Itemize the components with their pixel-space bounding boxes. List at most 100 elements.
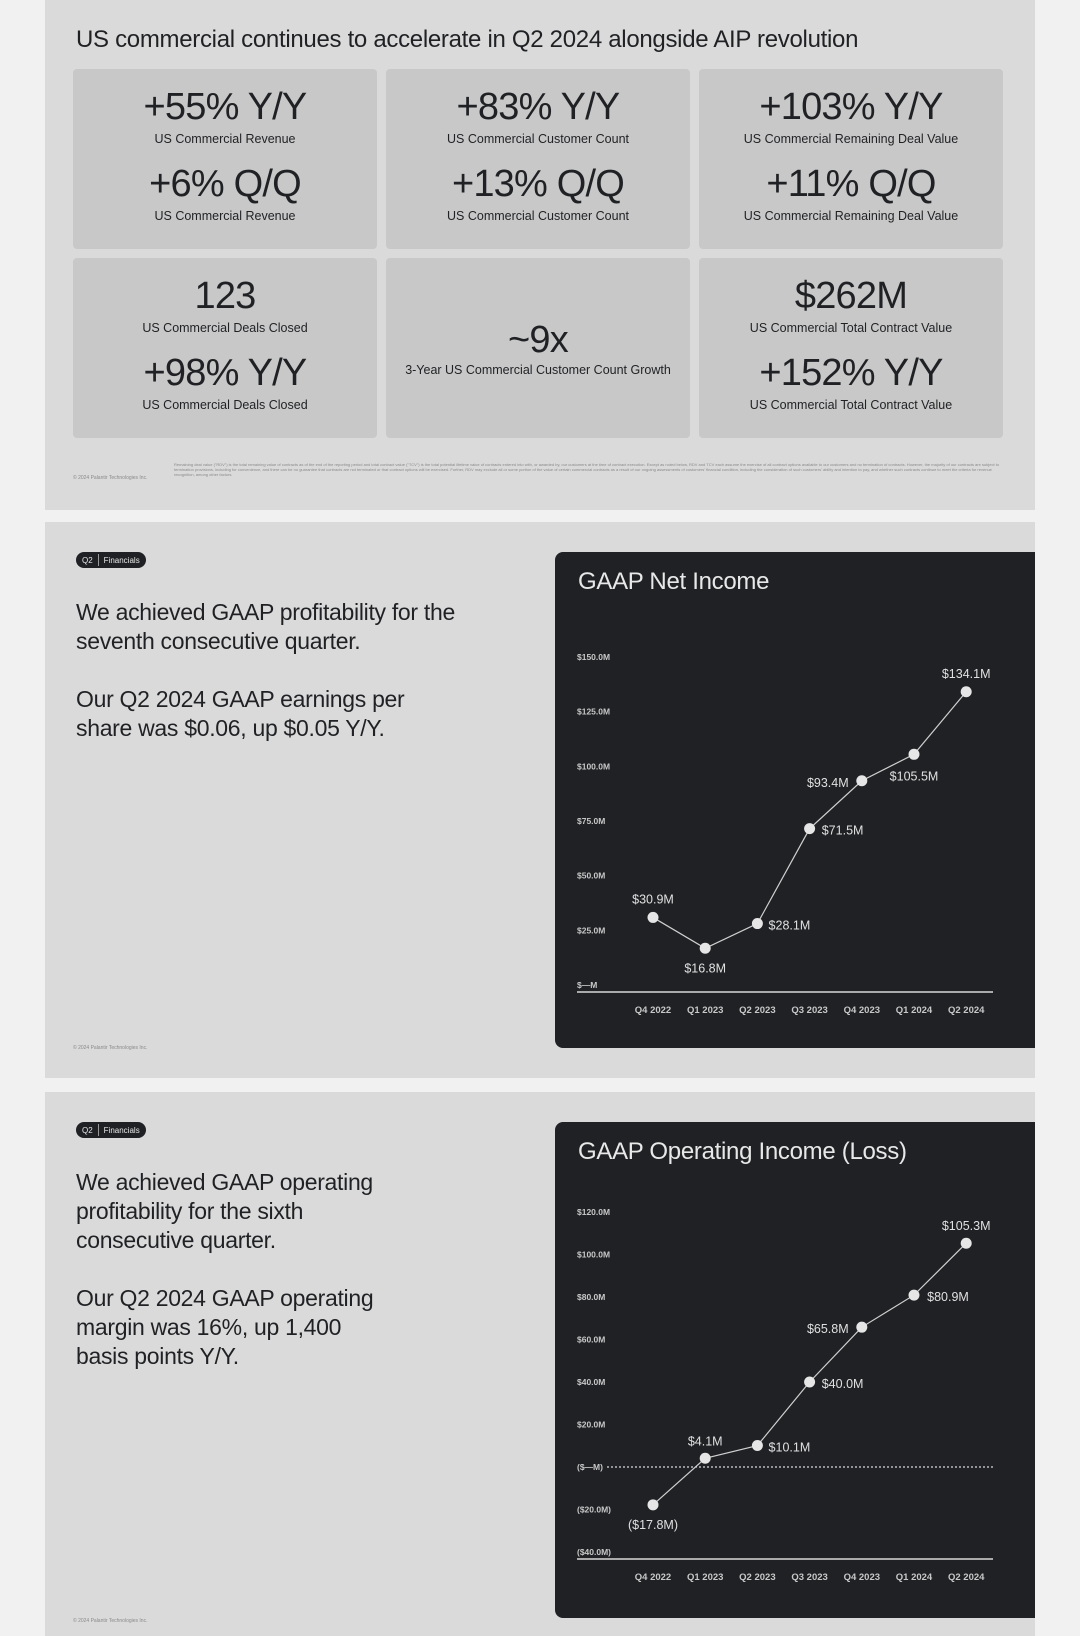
metric-label: US Commercial Deals Closed [142,321,308,335]
section-tag: Q2 Financials [76,552,146,568]
metric-label: US Commercial Remaining Deal Value [743,132,959,146]
series-line [652,691,967,949]
tag-quarter: Q2 [82,1125,93,1135]
x-tick-label: Q2 2023 [739,1005,775,1016]
data-point [751,918,763,930]
x-tick-label: Q2 2024 [948,1572,985,1583]
data-label: $16.8M [684,961,726,975]
metric-value: +103% Y/Y [759,86,943,128]
x-tick-label: Q3 2023 [791,1005,827,1016]
data-point [699,1452,711,1464]
body-text: We achieved GAAP operating profitability… [76,1168,386,1371]
metric-label: US Commercial Deals Closed [142,398,308,412]
data-label: ($17.8M) [628,1518,678,1532]
data-point [804,823,816,835]
data-point [804,1376,816,1388]
y-tick-label: $25.0M [577,925,605,935]
y-tick-label: $100.0M [577,761,610,771]
data-point [908,748,920,760]
body-paragraph: We achieved GAAP operating profitability… [76,1169,373,1253]
metric-card: $262M US Commercial Total Contract Value… [699,258,1003,438]
metric-label: US Commercial Total Contract Value [749,398,953,412]
data-label: $80.9M [927,1290,969,1304]
y-tick-label: $150.0M [577,652,610,662]
chart-title: GAAP Operating Income (Loss) [578,1138,907,1165]
x-tick-label: Q4 2023 [844,1005,880,1016]
metric-label: US Commercial Customer Count [447,209,629,223]
metric-value: +13% Q/Q [451,163,625,205]
data-label: $134.1M [942,667,991,681]
y-tick-label: $40.0M [577,1377,605,1387]
data-point [856,775,868,787]
metric-value: +6% Q/Q [149,163,302,205]
data-point [856,1321,868,1333]
chart-title: GAAP Net Income [578,568,770,595]
slide-title: US commercial continues to accelerate in… [76,26,859,53]
data-label: $65.8M [807,1322,849,1336]
metric-label: 3-Year US Commercial Customer Count Grow… [405,363,671,377]
metric-value: +55% Y/Y [143,86,308,128]
metric-card: 123 US Commercial Deals Closed +98% Y/Y … [73,258,377,438]
copyright: © 2024 Palantir Technologies Inc. [73,475,148,481]
metric-value: +83% Y/Y [456,86,621,128]
metric-label: US Commercial Customer Count [447,132,629,146]
metric-label: US Commercial Revenue [154,209,296,223]
y-tick-label: ($40.0M) [577,1547,611,1557]
metric-card: +55% Y/Y US Commercial Revenue +6% Q/Q U… [73,69,377,249]
y-tick-label: $60.0M [577,1335,605,1345]
data-point [647,1499,659,1511]
data-point [699,942,711,954]
y-tick-label: $20.0M [577,1420,605,1430]
y-tick-label: $80.0M [577,1292,605,1302]
data-label: $93.4M [807,776,849,790]
body-text: We achieved GAAP profitability for the s… [76,598,456,743]
y-tick-label: $50.0M [577,871,605,881]
data-point [751,1440,763,1452]
slide-us-commercial: US commercial continues to accelerate in… [45,0,1035,510]
x-tick-label: Q1 2024 [896,1005,933,1016]
x-tick-label: Q4 2022 [635,1005,671,1016]
chart-panel: GAAP Operating Income (Loss) ($40.0M) ($2… [555,1122,1035,1618]
y-tick-label: $100.0M [577,1250,610,1260]
body-paragraph: Our Q2 2024 GAAP earnings per share was … [76,686,405,741]
metric-card: +83% Y/Y US Commercial Customer Count +1… [386,69,690,249]
copyright: © 2024 Palantir Technologies Inc. [73,1045,148,1051]
data-label: $10.1M [769,1441,811,1455]
y-tick-label: $120.0M [577,1207,610,1217]
footnote: Remaining deal value ("RDV") is the tota… [174,462,1000,477]
tag-section: Financials [103,1125,140,1135]
data-label: $40.0M [822,1377,864,1391]
metric-value: ~9x [508,319,569,361]
net-income-chart: $—M $25.0M $50.0M $75.0M $100.0M $125.0M $150.… [577,652,993,1016]
slide-operating-income: Q2 Financials We achieved GAAP operating… [45,1092,1035,1636]
metric-label: US Commercial Revenue [154,132,296,146]
copyright: © 2024 Palantir Technologies Inc. [73,1618,148,1624]
data-point [960,686,972,698]
x-tick-label: Q1 2024 [896,1572,933,1583]
metric-value: +98% Y/Y [143,352,308,394]
y-tick-label: ($—M) [577,1462,603,1472]
metric-value: +11% Q/Q [766,163,936,205]
metric-label: US Commercial Remaining Deal Value [743,209,959,223]
x-tick-label: Q3 2023 [791,1572,827,1583]
x-tick-label: Q4 2023 [844,1572,880,1583]
y-tick-label: $75.0M [577,816,605,826]
series-line [652,1242,967,1506]
data-label: $105.5M [890,769,939,783]
metric-value: $262M [794,275,908,317]
metric-value: 123 [194,275,256,317]
x-tick-label: Q2 2023 [739,1572,775,1583]
metric-card: +103% Y/Y US Commercial Remaining Deal V… [699,69,1003,249]
tag-section: Financials [103,555,140,565]
data-point [960,1237,972,1249]
tag-divider [97,1124,99,1136]
data-point [647,911,659,923]
x-tick-label: Q1 2023 [687,1572,723,1583]
y-tick-label: $—M [577,980,597,990]
data-label: $30.9M [632,892,674,906]
tag-divider [97,554,99,566]
x-tick-label: Q1 2023 [687,1005,723,1016]
y-tick-label: ($20.0M) [577,1505,611,1515]
data-label: $4.1M [688,1434,723,1448]
data-label: $105.3M [942,1219,991,1233]
